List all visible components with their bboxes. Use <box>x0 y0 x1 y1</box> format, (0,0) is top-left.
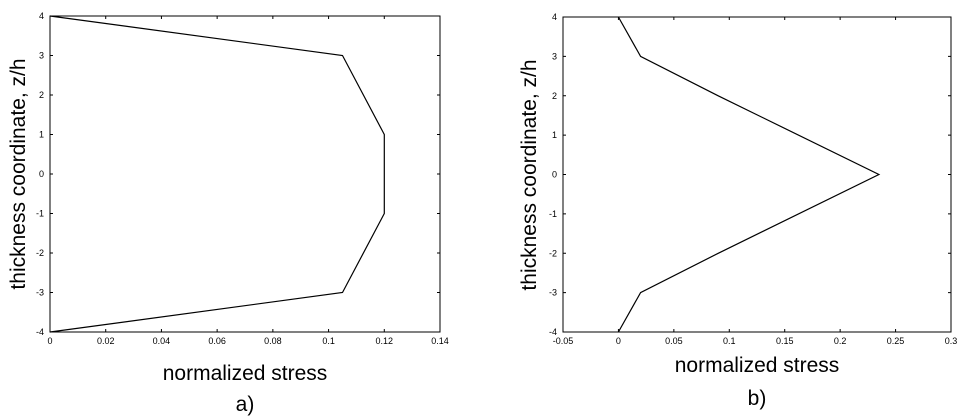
x-tick-label: 0 <box>47 336 52 346</box>
y-tick-label: -4 <box>549 327 557 337</box>
y-tick-label: 1 <box>39 130 44 140</box>
y-axis-ticks: 4 3 2 1 0 -1 -2 -3 -4 <box>549 12 951 337</box>
panel-label: b) <box>748 387 767 410</box>
x-tick-label: 0.25 <box>887 336 905 346</box>
plot-frame <box>562 16 952 333</box>
x-axis-label: normalized stress <box>675 354 840 377</box>
y-tick-label: -1 <box>36 209 44 219</box>
x-tick-label: 0.04 <box>153 336 171 346</box>
x-tick-label: 0.02 <box>97 336 115 346</box>
x-tick-label: 0.3 <box>945 336 958 346</box>
y-axis-label: thickness coordinate, z/h <box>518 59 541 290</box>
chart-panel-a: 0 0.02 0.04 0.06 0.08 0.1 0.12 0.14 4 3 2 1 0 -1 -2 -3… <box>7 11 449 416</box>
x-tick-label: 0.2 <box>834 336 847 346</box>
y-tick-label: 3 <box>39 51 44 61</box>
x-tick-label: 0.15 <box>776 336 794 346</box>
y-tick-label: -3 <box>549 288 557 298</box>
y-tick-label: 0 <box>552 170 557 180</box>
panel-label: a) <box>236 393 255 416</box>
y-tick-label: -3 <box>36 288 44 298</box>
y-tick-label: 4 <box>552 12 557 22</box>
y-axis-ticks: 4 3 2 1 0 -1 -2 -3 -4 <box>36 11 440 337</box>
x-axis-label: normalized stress <box>163 362 328 385</box>
y-tick-label: 2 <box>552 91 557 101</box>
x-tick-label: 0.14 <box>431 336 449 346</box>
y-tick-label: 4 <box>39 11 44 21</box>
x-tick-label: 0.05 <box>665 336 683 346</box>
y-axis-label: thickness coordinate, z/h <box>7 58 30 289</box>
y-tick-label: -2 <box>36 248 44 258</box>
series-line <box>49 15 385 333</box>
x-tick-label: 0.06 <box>208 336 226 346</box>
x-tick-label: -0.05 <box>553 336 574 346</box>
y-tick-label: -4 <box>36 327 44 337</box>
y-tick-label: -2 <box>549 248 557 258</box>
x-tick-label: 0.12 <box>376 336 394 346</box>
y-tick-label: 0 <box>39 169 44 179</box>
y-tick-label: 1 <box>552 130 557 140</box>
x-axis-ticks: 0 0.02 0.04 0.06 0.08 0.1 0.12 0.14 <box>47 16 449 346</box>
chart-panel-b: -0.05 0 0.05 0.1 0.15 0.2 0.25 0.3 43210-1-2-3-… <box>518 12 957 410</box>
x-tick-label: 0.1 <box>723 336 736 346</box>
y-tick-label: 2 <box>39 90 44 100</box>
x-axis-ticks: -0.05 0 0.05 0.1 0.15 0.2 0.25 0.3 <box>553 17 958 346</box>
x-tick-label: 0 <box>616 336 621 346</box>
plot-frame <box>49 15 441 333</box>
y-tick-label: 3 <box>552 51 557 61</box>
x-tick-label: 0.08 <box>264 336 282 346</box>
y-tick-label: -1 <box>549 209 557 219</box>
x-tick-label: 0.1 <box>322 336 335 346</box>
series-line <box>617 16 881 333</box>
